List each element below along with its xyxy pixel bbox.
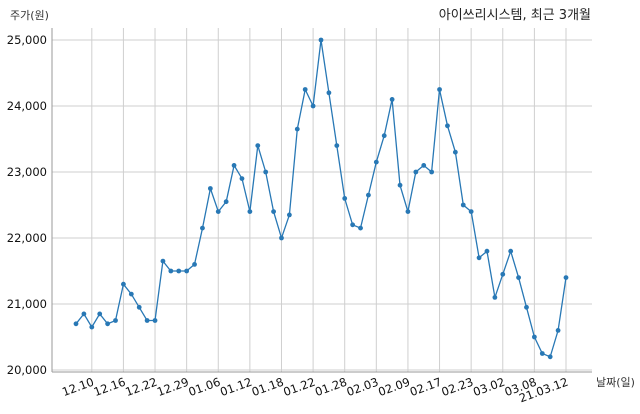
data-point bbox=[437, 87, 442, 92]
series-line bbox=[75, 39, 567, 358]
x-tick-label: 02.03 bbox=[345, 375, 381, 399]
data-point bbox=[350, 222, 356, 228]
data-point bbox=[279, 235, 284, 241]
y-tick-label: 23,000 bbox=[7, 165, 47, 179]
data-point bbox=[310, 103, 316, 109]
data-point bbox=[255, 143, 261, 149]
data-point bbox=[121, 281, 126, 287]
data-point bbox=[168, 268, 174, 274]
y-tick-label: 20,000 bbox=[7, 363, 47, 377]
y-axis-ticks: 20,000 21,000 22,000 23,000 24,000 25,000 bbox=[7, 33, 47, 377]
data-point bbox=[144, 318, 150, 323]
x-tick-label: 01.18 bbox=[250, 375, 286, 399]
x-tick-label: 01.22 bbox=[281, 375, 317, 399]
data-point bbox=[326, 90, 332, 96]
data-point bbox=[429, 169, 435, 175]
data-point bbox=[231, 163, 237, 168]
data-point bbox=[366, 192, 371, 198]
data-point bbox=[184, 268, 190, 274]
data-point bbox=[89, 324, 95, 330]
data-point bbox=[413, 169, 419, 175]
data-point bbox=[405, 209, 411, 215]
x-axis-label: 날짜(일) bbox=[596, 375, 635, 389]
y-tick-label: 22,000 bbox=[7, 231, 47, 245]
data-point bbox=[342, 196, 348, 201]
data-point bbox=[539, 351, 545, 356]
data-point bbox=[373, 159, 379, 165]
x-axis-ticks: 12.1012.1612.2212.2901.0601.1201.1801.22… bbox=[60, 375, 570, 406]
data-point bbox=[223, 199, 229, 205]
data-point bbox=[381, 133, 387, 139]
data-point bbox=[421, 163, 427, 168]
data-point bbox=[128, 291, 134, 297]
data-point bbox=[460, 202, 466, 208]
x-tick-label: 12.29 bbox=[155, 375, 191, 399]
data-point bbox=[136, 304, 142, 310]
data-point bbox=[555, 328, 561, 333]
data-point bbox=[239, 176, 245, 182]
x-tick-label: 01.06 bbox=[187, 375, 223, 399]
data-point bbox=[547, 354, 553, 360]
x-tick-label: 12.16 bbox=[92, 375, 128, 399]
data-point bbox=[500, 271, 506, 277]
data-point bbox=[207, 186, 213, 191]
data-point bbox=[176, 268, 182, 274]
data-point bbox=[452, 149, 458, 155]
data-point bbox=[263, 169, 269, 175]
data-point bbox=[397, 182, 403, 188]
x-tick-label: 03.02 bbox=[471, 375, 507, 399]
x-tick-label: 12.22 bbox=[123, 375, 159, 399]
price-series bbox=[73, 37, 569, 360]
x-tick-label: 01.28 bbox=[313, 375, 349, 399]
data-point bbox=[200, 225, 205, 231]
data-point bbox=[358, 225, 363, 231]
data-point bbox=[468, 209, 474, 215]
data-point bbox=[73, 321, 79, 327]
data-point bbox=[286, 212, 292, 218]
x-tick-label: 02.09 bbox=[376, 375, 412, 399]
data-point bbox=[524, 304, 529, 310]
x-tick-label: 02.17 bbox=[408, 375, 444, 399]
grid bbox=[52, 28, 592, 372]
data-point bbox=[152, 318, 158, 323]
data-point bbox=[531, 334, 537, 340]
data-point bbox=[492, 295, 498, 300]
data-point bbox=[389, 97, 395, 102]
data-point bbox=[476, 255, 482, 261]
y-tick-label: 21,000 bbox=[7, 297, 47, 311]
data-point bbox=[484, 248, 490, 254]
data-point bbox=[113, 318, 118, 323]
data-point bbox=[334, 143, 340, 149]
y-tick-label: 25,000 bbox=[7, 33, 47, 47]
chart-title: 아이쓰리시스템, 최근 3개월 bbox=[439, 8, 591, 23]
data-point bbox=[271, 209, 276, 215]
data-point bbox=[318, 37, 324, 43]
x-tick-label: 12.10 bbox=[60, 375, 96, 399]
x-tick-label: 01.12 bbox=[218, 375, 254, 399]
data-point bbox=[160, 258, 166, 264]
data-point bbox=[508, 248, 514, 254]
data-point bbox=[105, 321, 111, 327]
data-point bbox=[97, 311, 103, 317]
y-tick-label: 24,000 bbox=[7, 99, 47, 113]
data-point bbox=[445, 123, 450, 129]
data-point bbox=[294, 126, 300, 132]
data-point bbox=[563, 275, 569, 280]
y-axis-label: 주가(원) bbox=[10, 9, 49, 22]
data-point bbox=[302, 87, 308, 92]
data-point bbox=[247, 209, 253, 215]
data-point bbox=[215, 209, 221, 215]
data-point bbox=[81, 311, 87, 317]
x-tick-label: 02.23 bbox=[439, 375, 475, 399]
data-point bbox=[192, 262, 197, 267]
data-point bbox=[516, 275, 521, 280]
